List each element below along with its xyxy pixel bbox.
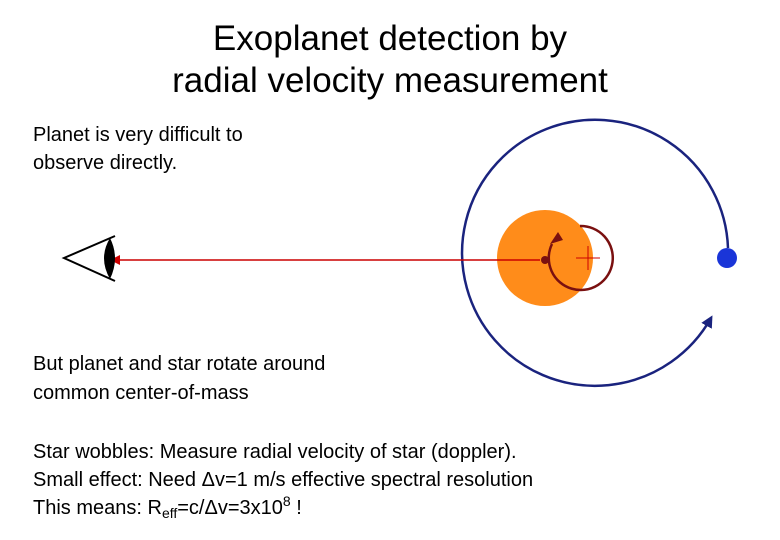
eye (61, 235, 116, 282)
title-line: radial velocity measurement (172, 61, 608, 100)
wobble-arrowhead (550, 232, 563, 244)
intro-line: observe directly. (33, 152, 177, 174)
eye-pupil (104, 238, 115, 279)
superscript: 8 (283, 493, 291, 509)
text: ! (291, 497, 302, 519)
text: =c/Δv=3x10 (177, 497, 283, 519)
detail-line: Small effect: Need Δv=1 m/s effective sp… (33, 469, 533, 491)
note-line: But planet and star rotate around (33, 353, 325, 375)
star-center (541, 256, 549, 264)
detail-line: This means: Reff=c/Δv=3x108 ! (33, 493, 302, 521)
subscript: eff (162, 505, 177, 521)
planet-orbit (460, 118, 730, 388)
note-line: common center-of-mass (33, 382, 249, 404)
text: This means: R (33, 497, 162, 519)
detail-line: Star wobbles: Measure radial velocity of… (33, 441, 517, 463)
planet (717, 248, 737, 268)
intro-line: Planet is very difficult to (33, 124, 243, 146)
star-wobble (547, 224, 615, 292)
title-line: Exoplanet detection by (213, 19, 568, 58)
